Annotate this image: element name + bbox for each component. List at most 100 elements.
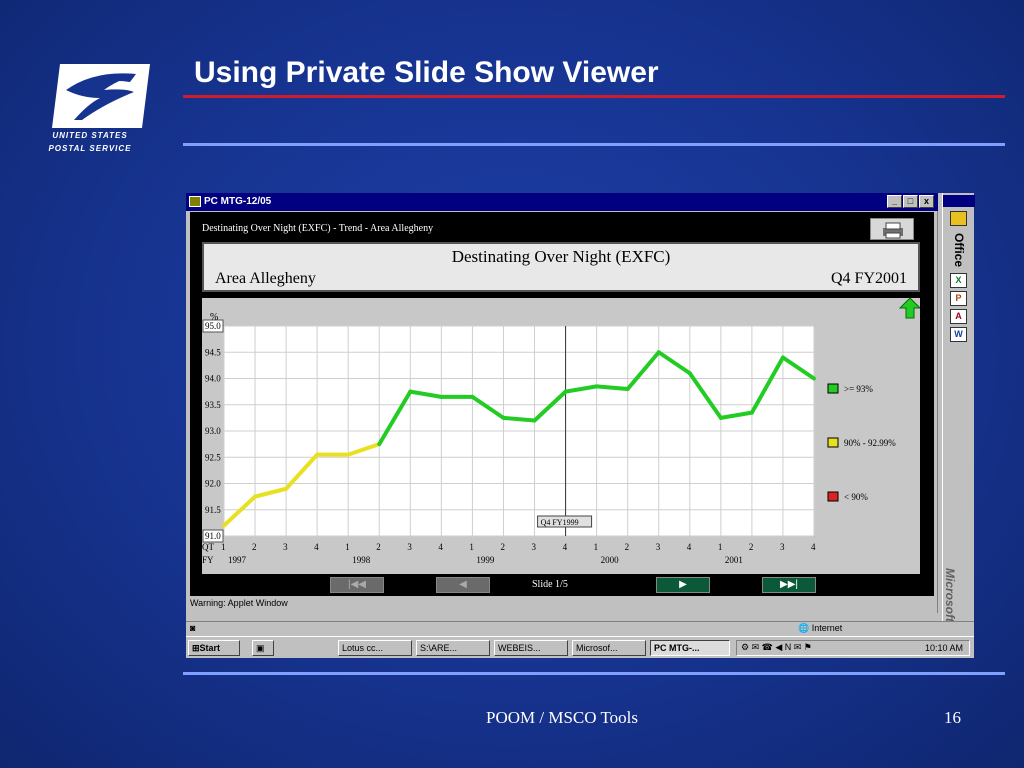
usps-eagle-logo (52, 64, 150, 128)
maximize-button[interactable]: □ (903, 195, 918, 208)
series-segment (253, 486, 289, 499)
annotation-label: Q4 FY1999 (541, 518, 579, 527)
office-label: Office (952, 233, 966, 268)
microsoft-label: Microsoft (943, 568, 957, 622)
tray-clock: 10:10 AM (924, 643, 963, 653)
x-tick-year: 2001 (725, 555, 743, 565)
status-zone-label: Internet (811, 623, 843, 633)
y-tick-label: 91.5 (205, 505, 221, 515)
y-axis-label: % (210, 312, 218, 323)
series-segment (470, 394, 506, 420)
y-tick-label: 95.0 (205, 321, 221, 331)
series-segment (656, 350, 692, 376)
trend-chart: 95.0 94.5 94.0 93.5 93.0 92.5 92.0 91.5 91.0 Q4 F… (202, 298, 920, 588)
access-icon[interactable]: A (950, 309, 967, 324)
y-tick-label: 93.5 (205, 400, 221, 410)
x-tick-quarter: 1 (594, 542, 599, 552)
office-bar-titlebar[interactable] (943, 195, 975, 207)
y-tick-label: 91.0 (205, 531, 221, 541)
report-area: Area Allegheny (215, 270, 316, 287)
series-segment (284, 452, 320, 491)
x-tick-quarter: 1 (469, 542, 474, 552)
series-segment (532, 389, 568, 423)
legend-swatch (827, 383, 839, 394)
start-label: Start (199, 643, 221, 653)
x-tick-quarter: 2 (500, 542, 505, 552)
status-page-icon: ◙ (190, 623, 196, 633)
title-blue-rule (183, 143, 1005, 146)
series-segment (563, 384, 599, 394)
y-tick-box (202, 319, 224, 333)
qt-row-label: QT (202, 542, 214, 552)
series-segment (408, 389, 444, 399)
series-segment (625, 350, 661, 391)
status-bar: ◙ 🌐 Internet (186, 621, 974, 635)
x-tick-quarter: 4 (438, 542, 443, 552)
taskbar-item-webeis[interactable]: WEBEIS... (494, 640, 568, 656)
applet-title: Destinating Over Night (EXFC) - Trend - … (202, 223, 434, 234)
legend-label: < 90% (844, 492, 868, 502)
x-tick-quarter: 3 (532, 542, 537, 552)
report-applet: Destinating Over Night (EXFC) - Trend - … (190, 212, 934, 596)
window-app-icon (189, 196, 201, 207)
title-red-rule (183, 95, 1005, 98)
series-segment (594, 384, 630, 391)
first-slide-button[interactable]: |◀◀ (330, 577, 384, 593)
applet-warning: Warning: Applet Window (190, 598, 288, 608)
taskbar-item-explorer[interactable]: S:\ARE... (416, 640, 490, 656)
tray-icons[interactable]: ⚙ ✉ ☎ ◀ N ✉ ⚑ (741, 642, 812, 652)
minimize-button[interactable]: _ (887, 195, 902, 208)
system-tray: ⚙ ✉ ☎ ◀ N ✉ ⚑ 10:10 AM (736, 640, 970, 656)
x-tick-quarter: 4 (687, 542, 692, 552)
close-button[interactable]: x (919, 195, 934, 208)
taskbar-item-pcmtg[interactable]: PC MTG-... (650, 640, 730, 656)
series-segment (222, 494, 258, 528)
y-tick-label: 94.5 (205, 347, 221, 357)
y-tick-label: 93.0 (205, 426, 221, 436)
last-slide-button[interactable]: ▶▶| (762, 577, 816, 593)
x-tick-quarter: 1 (345, 542, 350, 552)
excel-icon[interactable]: X (950, 273, 967, 288)
y-tick-label: 92.5 (205, 452, 221, 462)
report-header: Destinating Over Night (EXFC) Area Alleg… (202, 242, 920, 292)
x-tick-quarter: 4 (314, 542, 319, 552)
window-titlebar[interactable]: PC MTG-12/05 _ □ x (186, 193, 938, 211)
taskbar-item-lotus[interactable]: Lotus cc... (338, 640, 412, 656)
legend-swatch (827, 437, 839, 448)
report-quarter: Q4 FY2001 (830, 270, 907, 287)
trend-chart-svg: 95.0 94.5 94.0 93.5 93.0 92.5 92.0 91.5 91.0 Q4 F… (202, 298, 920, 565)
x-tick-quarter: 3 (407, 542, 412, 552)
series-segment (687, 371, 723, 420)
status-zone: 🌐 Internet (798, 623, 843, 633)
slide-nav-bar: |◀◀ ◀ Slide 1/5 ▶ ▶▶| (202, 574, 920, 594)
x-tick-quarter: 3 (656, 542, 661, 552)
x-tick-year: 2000 (601, 555, 620, 565)
quicklaunch-desktop-icon[interactable]: ▣ (252, 640, 274, 656)
x-tick-quarter: 1 (221, 542, 226, 552)
folder-icon[interactable] (950, 211, 967, 226)
taskbar-item-microsoft[interactable]: Microsof... (572, 640, 646, 656)
green-up-arrow-icon (898, 298, 920, 319)
fy-row-label: FY (202, 555, 214, 565)
screenshot-frame: PC MTG-12/05 _ □ x Destinating Over Nigh… (186, 193, 975, 658)
series-segment (718, 410, 754, 420)
start-button[interactable]: ⊞Start (188, 640, 240, 656)
x-tick-year: 1998 (352, 555, 371, 565)
y-tick-label: 94.0 (205, 374, 221, 384)
x-tick-year: 1997 (228, 555, 247, 565)
print-button[interactable] (870, 218, 914, 240)
x-tick-quarter: 2 (252, 542, 257, 552)
series-segment (749, 355, 785, 415)
page-number: 16 (944, 708, 961, 727)
x-tick-year: 1999 (476, 555, 495, 565)
slide-counter: Slide 1/5 (532, 579, 568, 590)
powerpoint-icon[interactable]: P (950, 291, 967, 306)
next-slide-button[interactable]: ▶ (656, 577, 710, 593)
word-icon[interactable]: W (950, 327, 967, 342)
x-tick-quarter: 4 (563, 542, 568, 552)
slide-title: Using Private Slide Show Viewer (194, 56, 659, 89)
legend-label: 90% - 92.99% (844, 438, 896, 448)
prev-slide-button[interactable]: ◀ (436, 577, 490, 593)
annotation-box (537, 515, 593, 528)
window-title: PC MTG-12/05 (204, 196, 272, 207)
